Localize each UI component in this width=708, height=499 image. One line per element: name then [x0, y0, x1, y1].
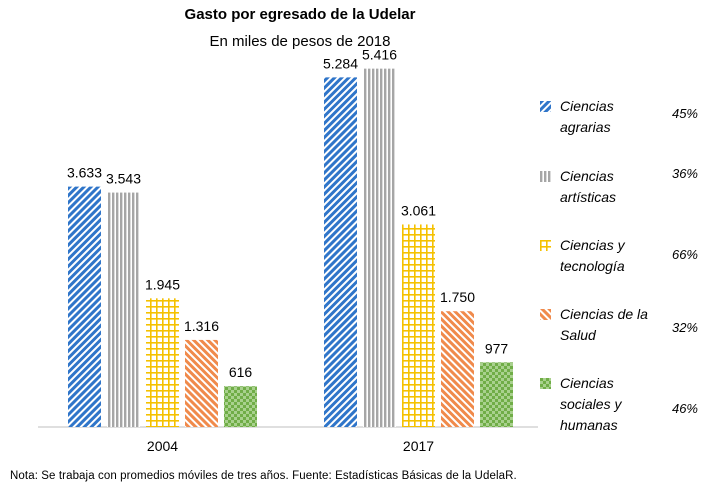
bar-2017-ciencias-agrarias	[324, 77, 357, 427]
legend-percentage: 46%	[671, 401, 698, 416]
bar-value-label: 3.543	[106, 171, 141, 187]
legend-item-ciencias-artisticas: Ciencias artísticas 36%	[540, 166, 700, 216]
legend-item-ciencias-y-tecnologia: Ciencias y tecnología 66%	[540, 235, 700, 285]
legend-swatch	[540, 378, 551, 389]
legend-swatch	[540, 101, 551, 112]
bar-value-label: 3.061	[401, 202, 436, 218]
legend-label: Ciencias agrarias	[560, 98, 614, 135]
chart-title: Gasto por egresado de la Udelar	[184, 6, 416, 23]
legend-swatch	[540, 309, 551, 320]
bar-2004-ciencias-agrarias	[68, 186, 101, 427]
chart-subtitle: En miles de pesos de 2018	[209, 33, 391, 50]
bar-2017-ciencias-y-tecnolog-a	[402, 224, 435, 427]
legend-item-ciencias-agrarias: Ciencias agrarias 45%	[540, 96, 700, 146]
bar-value-label: 1.945	[145, 276, 180, 292]
legend-percentage: 45%	[671, 106, 698, 121]
legend-label: Ciencias y tecnología	[560, 237, 625, 274]
bar-value-label: 5.416	[362, 47, 397, 63]
legend-label: Ciencias sociales y humanas	[560, 375, 622, 433]
legend-percentage: 36%	[671, 166, 698, 181]
legend-percentage: 66%	[671, 247, 698, 262]
bar-value-label: 1.750	[440, 289, 475, 305]
legend-item-ciencias-sociales-y-humanas: Ciencias sociales y humanas 46%	[540, 373, 700, 435]
legend-swatch	[540, 240, 551, 251]
bar-value-label: 1.316	[184, 318, 219, 334]
x-tick-label: 2004	[147, 438, 178, 454]
bar-2004-ciencias-y-tecnolog-a	[146, 298, 179, 427]
x-tick-label: 2017	[403, 438, 434, 454]
bar-2017-ciencias-sociales-y-humanas	[480, 362, 513, 427]
bar-value-label: 3.633	[67, 165, 102, 181]
bar-value-label: 616	[229, 364, 253, 380]
legend-percentage: 32%	[671, 320, 698, 335]
bar-value-label: 5.284	[323, 55, 358, 71]
source-note: Nota: Se trabaja con promedios móviles d…	[10, 470, 517, 482]
bar-2004-ciencias-art-sticas	[107, 192, 140, 427]
bar-2004-ciencias-de-la-salud	[185, 339, 218, 427]
legend-item-ciencias-de-la-salud: Ciencias de la Salud 32%	[540, 304, 700, 354]
bar-2017-ciencias-de-la-salud	[441, 311, 474, 427]
bar-2017-ciencias-art-sticas	[363, 68, 396, 428]
legend-label: Ciencias de la Salud	[560, 306, 648, 343]
legend-swatch	[540, 171, 551, 182]
legend-label: Ciencias artísticas	[560, 168, 617, 205]
bar-2004-ciencias-sociales-y-humanas	[224, 386, 257, 427]
bar-value-label: 977	[485, 340, 509, 356]
